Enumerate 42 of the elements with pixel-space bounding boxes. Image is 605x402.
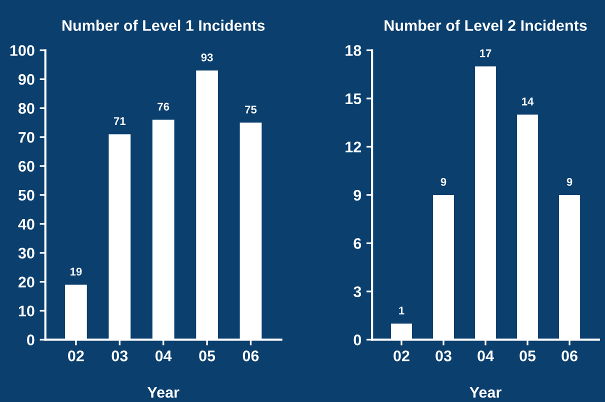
y-tick-label: 15: [346, 94, 362, 104]
y-tick-label: 90: [18, 74, 34, 85]
x-tick-label: 06: [562, 350, 578, 362]
x-tick-label: 03: [112, 350, 128, 362]
x-tick-label: 02: [394, 350, 410, 362]
x-tick-label: 04: [155, 350, 172, 362]
x-tick-label: 04: [478, 350, 494, 362]
x-tick-label: 05: [520, 350, 536, 362]
data-label: 9: [440, 178, 446, 186]
x-axis-title: Year: [147, 387, 180, 398]
y-tick-label: 20: [18, 276, 34, 288]
data-label: 17: [480, 49, 492, 58]
y-tick-label: 40: [18, 218, 34, 230]
x-tick-label: 06: [242, 350, 259, 362]
chart-title: Number of Level 1 Incidents: [62, 20, 265, 31]
y-tick-label: 0: [27, 334, 34, 346]
data-label: 71: [114, 117, 126, 125]
data-label: 93: [201, 54, 213, 62]
y-tick-label: 3: [354, 286, 362, 298]
x-tick-label: 05: [199, 350, 216, 362]
y-tick-label: 100: [10, 45, 34, 56]
data-label: 19: [70, 268, 82, 276]
x-tick-label: 03: [436, 350, 452, 362]
data-label: 76: [158, 102, 170, 111]
chart-title: Number of Level 2 Incidents: [384, 20, 587, 31]
data-label: 75: [245, 106, 257, 114]
x-tick-label: 02: [68, 350, 84, 362]
y-tick-label: 60: [18, 160, 34, 172]
data-label: 9: [566, 178, 572, 186]
y-tick-label: 9: [354, 190, 362, 201]
y-tick-label: 10: [18, 306, 34, 316]
data-label: 1: [399, 306, 404, 314]
data-label: 14: [522, 98, 534, 106]
x-axis-title: Year: [470, 387, 502, 398]
y-tick-label: 30: [18, 248, 34, 259]
y-tick-label: 80: [18, 103, 34, 114]
y-tick-label: 50: [18, 190, 34, 201]
y-tick-label: 0: [354, 334, 362, 346]
y-tick-label: 12: [346, 142, 362, 152]
y-tick-label: 18: [346, 45, 362, 56]
y-tick-label: 70: [18, 132, 34, 143]
y-tick-label: 6: [354, 238, 362, 249]
